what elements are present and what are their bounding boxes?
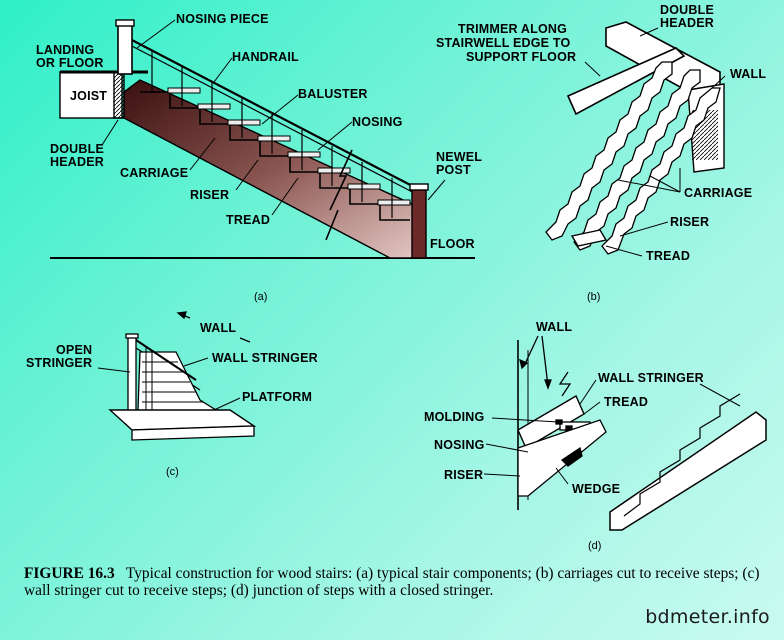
figure-caption: FIGURE 16.3 Typical construction for woo… [24, 565, 776, 599]
label-landing: LANDING [36, 43, 95, 57]
watermark: bdmeter.info [645, 606, 770, 628]
label-b-double: DOUBLE [660, 3, 714, 17]
label-c-stringer: STRINGER [26, 356, 93, 370]
caption-text: Typical construction for wood stairs: (a… [24, 565, 760, 599]
sublabel-d: (d) [588, 540, 602, 552]
label-d-riser: RISER [444, 468, 484, 482]
label-b-header: HEADER [660, 16, 714, 30]
label-handrail: HANDRAIL [232, 50, 299, 64]
sublabel-b: (b) [587, 291, 601, 303]
label-d-wedge: WEDGE [572, 482, 621, 496]
label-b-tread: TREAD [646, 249, 691, 263]
label-d-nosing: NOSING [434, 438, 485, 452]
label-post: POST [436, 163, 471, 177]
label-c-wall-stringer: WALL STRINGER [212, 351, 318, 365]
panel-c-drawing [97, 311, 257, 441]
sublabel-c: (c) [166, 466, 179, 478]
label-header: HEADER [50, 155, 104, 169]
label-d-molding: MOLDING [424, 410, 485, 424]
sublabel-a: (a) [254, 291, 268, 303]
label-d-tread: TREAD [604, 395, 649, 409]
label-trimmer-2: STAIRWELL EDGE TO [436, 36, 571, 50]
label-c-platform: PLATFORM [242, 390, 313, 404]
label-double: DOUBLE [50, 142, 104, 156]
label-joist: JOIST [70, 89, 108, 103]
label-trimmer-1: TRIMMER ALONG [458, 22, 568, 36]
label-d-wall-stringer: WALL STRINGER [598, 371, 704, 385]
label-nosing: NOSING [352, 115, 403, 129]
label-nosing-piece: NOSING PIECE [176, 12, 269, 26]
label-or-floor: OR FLOOR [36, 56, 104, 70]
panel-b-drawing [545, 21, 726, 257]
label-newel: NEWEL [436, 150, 483, 164]
label-c-wall: WALL [200, 321, 237, 335]
label-b-riser: RISER [670, 215, 710, 229]
label-carriage: CARRIAGE [120, 166, 189, 180]
label-trimmer-3: SUPPORT FLOOR [466, 50, 577, 64]
label-baluster: BALUSTER [298, 87, 368, 101]
figure-number: FIGURE 16.3 [24, 565, 115, 582]
label-d-wall: WALL [536, 320, 573, 334]
label-b-carriage: CARRIAGE [684, 186, 753, 200]
label-floor: FLOOR [430, 237, 475, 251]
label-tread: TREAD [226, 213, 271, 227]
panel-a-drawing [50, 19, 475, 259]
label-c-open: OPEN [56, 343, 93, 357]
label-riser: RISER [190, 188, 230, 202]
panel-d-drawing [483, 335, 767, 531]
label-b-wall: WALL [730, 67, 767, 81]
